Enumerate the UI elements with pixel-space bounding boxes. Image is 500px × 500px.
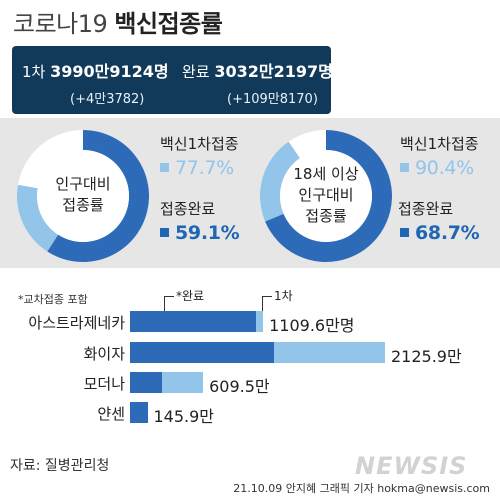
adult-complete-rate-value: 68.7%	[400, 222, 480, 244]
title-prefix: 코로나19	[13, 10, 108, 38]
page-title: 코로나19 백신접종률	[13, 4, 223, 39]
title-main: 백신접종률	[114, 10, 223, 38]
light-square-icon	[400, 163, 409, 172]
cross-vaccination-note: *교차접종 포함	[18, 293, 88, 306]
adult-first-dose-rate-label: 백신1차접종	[400, 135, 479, 153]
complete-dose-label: 완료	[182, 63, 210, 81]
adult-first-dose-rate-text: 90.4%	[415, 157, 474, 179]
newsis-watermark: NEWSIS	[355, 452, 468, 480]
first-dose-delta: (+4만3782)	[70, 92, 145, 107]
complete-dose-delta: (+109만8170)	[227, 92, 318, 107]
bar-value-label: 2125.9만	[391, 347, 462, 366]
complete-rate-text: 59.1%	[175, 222, 240, 244]
donut-label-adult: 18세 이상 인구대비 접종률	[276, 164, 376, 227]
donut-chart-total	[16, 130, 149, 262]
donut-label-line: 인구대비	[55, 175, 111, 193]
first-dose-rate-value: 77.7%	[160, 157, 234, 179]
adult-complete-rate-label: 접종완료	[398, 200, 454, 218]
bar-category-label: 아스트라제네카	[28, 314, 125, 332]
bar-value-label: 1109.6만명	[269, 316, 355, 335]
adult-complete-rate-text: 68.7%	[415, 222, 480, 244]
complete-rate-value: 59.1%	[160, 222, 240, 244]
donut-slice-first	[260, 141, 300, 222]
donut-label-line: 접종률	[305, 207, 347, 225]
donut-slice-first	[16, 184, 59, 252]
summary-box: 1차 3990만9124명 (+4만3782) 완료 3032만2197명 (+…	[12, 46, 333, 114]
legend-first: 1차	[274, 289, 293, 303]
donut-label-line: 접종률	[62, 196, 104, 214]
first-dose-label: 1차	[22, 63, 46, 81]
complete-dose-summary: 완료 3032만2197명	[182, 58, 333, 82]
bar-complete	[130, 372, 163, 393]
bar-complete	[130, 342, 274, 363]
bar-complete	[130, 311, 256, 332]
bar-category-label: 모더나	[83, 375, 125, 393]
bar-value-label: 145.9만	[153, 407, 215, 426]
adult-first-dose-rate-value: 90.4%	[400, 157, 474, 179]
bar-complete	[130, 402, 148, 423]
complete-rate-label: 접종완료	[160, 200, 216, 218]
bar-category-label: 얀센	[97, 405, 125, 423]
legend-leader	[164, 296, 174, 297]
first-dose-value: 3990만9124명	[50, 62, 169, 81]
legend-leader	[164, 296, 165, 312]
complete-dose-value: 3032만2197명	[214, 62, 333, 81]
legend-leader	[262, 296, 272, 297]
donut-hole	[280, 150, 372, 242]
first-dose-rate-label: 백신1차접종	[160, 135, 239, 153]
legend-complete: *완료	[176, 289, 205, 303]
bar-category-label: 화이자	[83, 345, 125, 363]
dark-square-icon	[400, 228, 409, 237]
donut-label-line: 18세 이상	[293, 165, 359, 183]
bar-value-label: 609.5만	[209, 377, 270, 396]
light-square-icon	[160, 163, 169, 172]
first-dose-rate-text: 77.7%	[175, 157, 234, 179]
donut-chart-adult	[260, 130, 392, 262]
donut-slice-complete	[47, 130, 149, 262]
donut-hole	[37, 150, 129, 242]
source-text: 자료: 질병관리청	[10, 458, 110, 474]
donut-label-line: 인구대비	[298, 186, 354, 204]
dark-square-icon	[160, 228, 169, 237]
donut-slice-complete	[265, 130, 392, 262]
donut-label-total: 인구대비 접종률	[33, 174, 133, 216]
credit-text: 21.10.09 안지혜 그래픽 기자 hokma@newsis.com	[233, 482, 490, 495]
legend-leader	[262, 296, 263, 312]
first-dose-summary: 1차 3990만9124명	[22, 58, 169, 82]
